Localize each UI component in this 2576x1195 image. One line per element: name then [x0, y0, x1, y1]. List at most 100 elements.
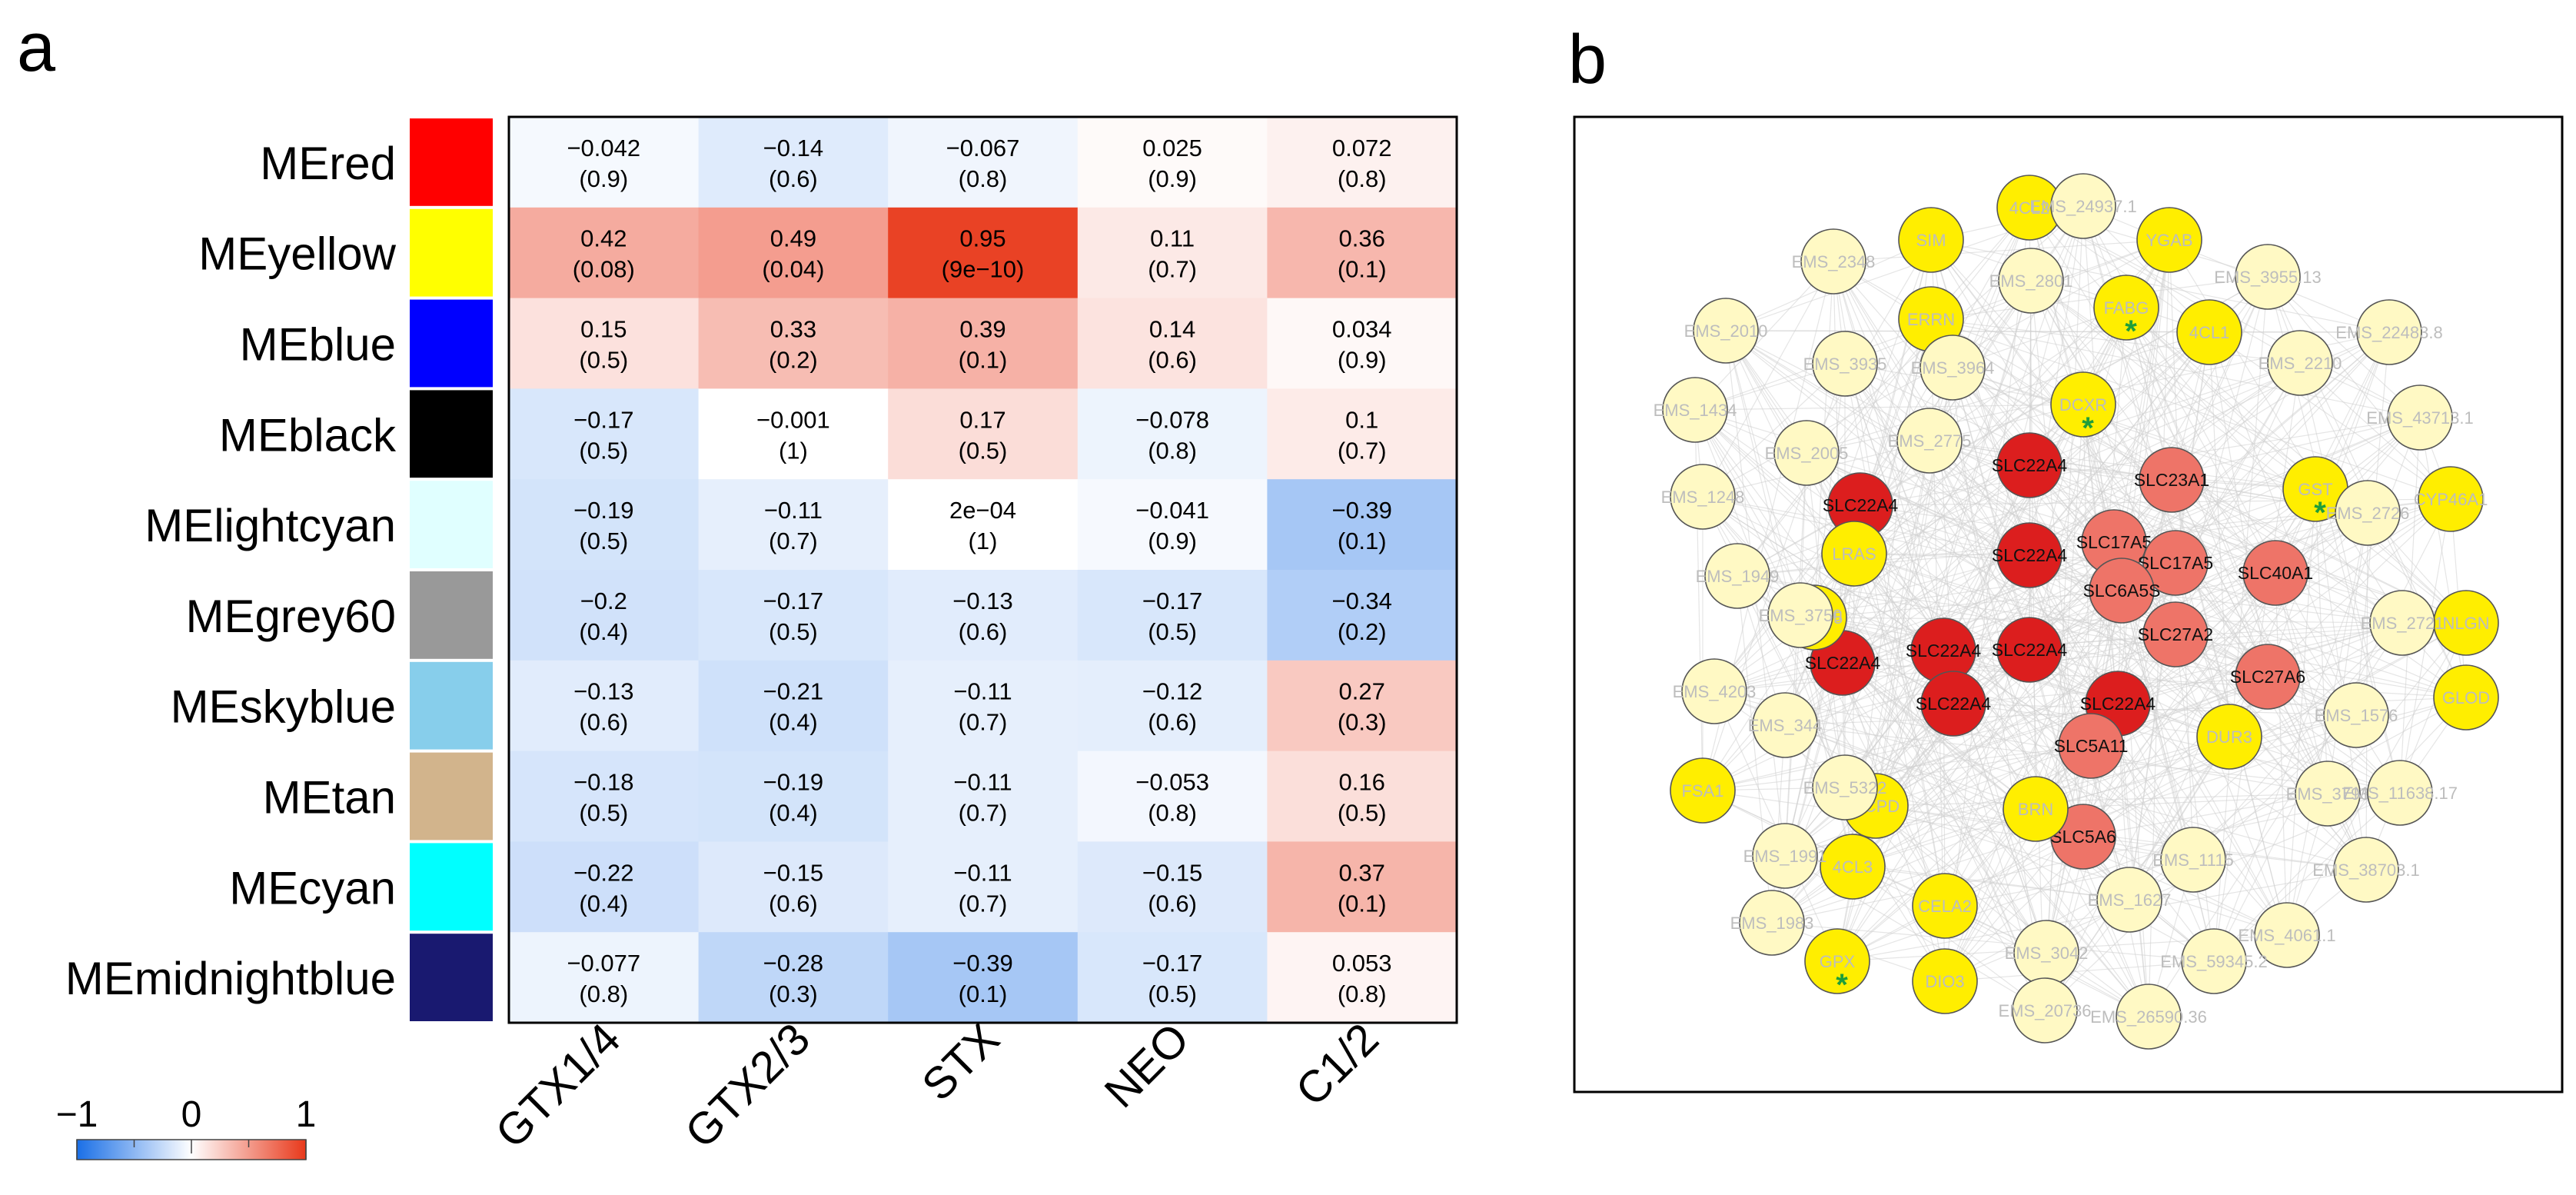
cell-correlation-label: −0.21 [763, 678, 823, 705]
cell-correlation-label: −0.11 [953, 859, 1012, 886]
network-edge [1929, 440, 2367, 870]
network-node [2116, 984, 2182, 1050]
cell-pvalue-label: (0.1) [1338, 890, 1387, 917]
network-node [1752, 823, 1818, 889]
network-node-label: SLC5A6 [2050, 827, 2116, 847]
network-edge [2082, 793, 2328, 837]
network-node [1996, 617, 2062, 683]
cell-correlation-label: 0.95 [959, 225, 1005, 252]
network-node [2267, 330, 2333, 396]
network-node-label: SLC27A2 [2138, 624, 2213, 644]
module-label: MEskyblue [171, 681, 396, 733]
network-edge [1725, 330, 2230, 737]
heatmap-cell [888, 479, 1079, 571]
network-node-label: CELA2 [1918, 897, 1972, 916]
module-swatch-MEyellow [410, 208, 493, 297]
cell-correlation-label: −0.17 [763, 588, 823, 614]
network-edge [2029, 649, 2367, 870]
cell-correlation-label: 0.33 [770, 316, 816, 343]
network-node-label: SIM [1916, 231, 1946, 250]
module-label: MEred [260, 138, 396, 189]
network-node [2058, 713, 2124, 779]
network-node-label: EMS_2348 [1792, 252, 1876, 271]
network-node [2089, 558, 2155, 624]
trait-labels: GTX1/4 GTX2/3 STX NEO C1/2 [486, 1014, 1388, 1157]
network-edge [1713, 440, 1930, 692]
network-node [2050, 173, 2116, 239]
network-node-label: EMS_22483.8 [2335, 323, 2442, 342]
network-node-label: EMS_1248 [1661, 488, 1745, 507]
network-node [1821, 521, 1887, 587]
network-node [2242, 540, 2308, 606]
heatmap-cell [888, 932, 1079, 1024]
network-edge [1853, 553, 2046, 1011]
cell-pvalue-label: (0.5) [1338, 800, 1387, 827]
network-node [1773, 420, 1840, 486]
network-node-label: EMS_1115 [2152, 850, 2234, 870]
network-node [1912, 873, 1978, 939]
cell-pvalue-label: (0.8) [1148, 800, 1197, 827]
cell-correlation-label: −0.11 [953, 678, 1012, 705]
cell-correlation-label: −0.17 [1142, 588, 1202, 614]
heatmap-cell [509, 298, 700, 389]
cell-pvalue-label: (0.8) [1148, 437, 1197, 464]
heatmap-cell [698, 117, 889, 208]
significance-star: * [2125, 315, 2137, 348]
network-node-label: EMS_59345.2 [2160, 952, 2267, 971]
cell-pvalue-label: (0.5) [959, 437, 1008, 464]
network-node-label: GST [2298, 480, 2332, 499]
cell-pvalue-label: (0.4) [769, 709, 818, 736]
network-node-label: CYP46A1 [2414, 490, 2488, 509]
network-edge [1784, 205, 2084, 857]
heatmap-cell [509, 841, 700, 933]
heatmap-cells: −0.042 (0.9) −0.14 (0.6) −0.067 (0.8) 0.025 (0.… [509, 117, 1458, 1024]
heatmap-cell [509, 932, 700, 1024]
cell-correlation-label: −0.18 [573, 769, 633, 796]
module-swatch-MEred [410, 118, 493, 206]
network-edge [1944, 622, 2403, 907]
network-node [2142, 530, 2209, 596]
cell-pvalue-label: (0.6) [1148, 347, 1197, 374]
network-edge [2044, 331, 2210, 1011]
network-node-label: EMS_3750 [1759, 606, 1843, 625]
network-edge [1875, 572, 2276, 807]
network-node-label: EMS_26590.36 [2090, 1007, 2207, 1027]
network-node-label: EMS_3042 [2005, 944, 2089, 963]
network-node-label: SLC22A4 [1916, 694, 1992, 714]
heatmap-cell [698, 479, 889, 571]
network-node [2433, 664, 2499, 731]
heatmap-cell [1267, 388, 1458, 480]
trait-label: GTX2/3 [676, 1014, 819, 1157]
network-node-label: EMS_1991 [1743, 847, 1827, 866]
cell-correlation-label: 0.39 [959, 316, 1005, 343]
heatmap-cell [888, 117, 1079, 208]
heatmap-cell [1077, 298, 1268, 389]
module-swatch-MEmidnightblue [410, 934, 493, 1021]
network-node [2139, 447, 2205, 513]
cell-pvalue-label: (0.5) [579, 800, 628, 827]
network-node [1804, 928, 1870, 994]
network-node-label: FABG [2104, 298, 2149, 318]
heatmap-cell [509, 117, 700, 208]
network-edge [2029, 464, 2288, 936]
heatmap-cell [888, 207, 1079, 299]
module-label: MEblue [240, 319, 396, 371]
network-node [1912, 948, 1978, 1014]
network-edge [1860, 318, 1932, 506]
cell-correlation-label: −0.11 [953, 769, 1012, 796]
network-edge [1771, 922, 2215, 962]
cell-pvalue-label: (0.2) [1338, 618, 1387, 645]
network-node-label: SLC17A5 [2138, 553, 2213, 573]
cell-pvalue-label: (0.5) [1148, 618, 1197, 645]
significance-star: * [1836, 968, 1848, 1002]
network-node-label: ERRN [1907, 310, 1955, 329]
heatmap-cell [698, 932, 889, 1024]
cell-correlation-label: −0.34 [1331, 588, 1391, 614]
network-node [1800, 228, 1866, 295]
cell-pvalue-label: (0.6) [1148, 890, 1197, 917]
network-edge [1771, 207, 2030, 924]
heatmap-cell [1267, 207, 1458, 299]
cell-correlation-label: 0.034 [1332, 316, 1392, 343]
network-node [1670, 464, 1736, 530]
heatmap-cell [1267, 298, 1458, 389]
